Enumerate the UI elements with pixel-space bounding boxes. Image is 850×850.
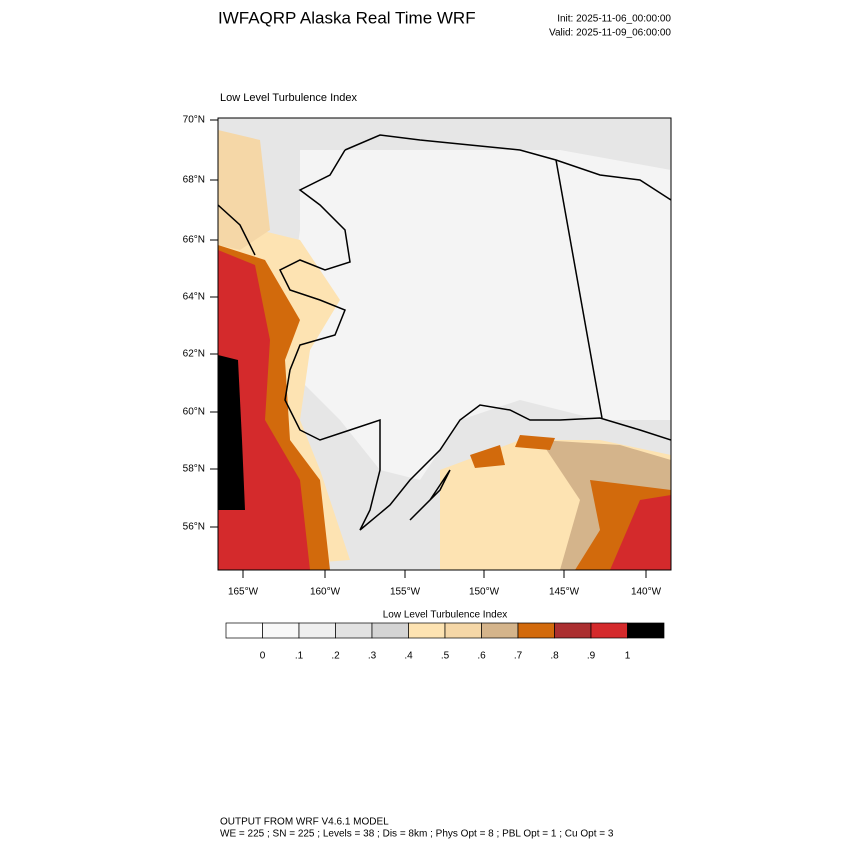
lon-label: 160°W — [310, 587, 341, 598]
colorbar-label: .8 — [550, 651, 559, 662]
valid-time: Valid: 2025-11-09_06:00:00 — [549, 28, 671, 39]
lat-label: 70°N — [183, 115, 205, 126]
colorbar-label: .3 — [368, 651, 377, 662]
lat-label: 68°N — [183, 175, 205, 186]
colorbar-label: .1 — [295, 651, 304, 662]
colorbar-box — [262, 622, 300, 639]
lat-label: 60°N — [183, 407, 205, 418]
colorbar-box — [517, 622, 555, 639]
colorbar-box — [371, 622, 409, 639]
colorbar-label: .5 — [441, 651, 450, 662]
lon-label: 165°W — [228, 587, 259, 598]
colorbar-label: 1 — [625, 651, 631, 662]
colorbar-box — [554, 622, 592, 639]
map-frame — [217, 117, 672, 571]
colorbar-box — [481, 622, 519, 639]
coastlines — [218, 134, 671, 531]
colorbar-box — [627, 622, 665, 639]
map-title: Low Level Turbulence Index — [220, 92, 357, 104]
colorbar-box — [298, 622, 336, 639]
colorbar-label: .4 — [404, 651, 413, 662]
colorbar-box — [335, 622, 373, 639]
lon-label: 140°W — [631, 587, 662, 598]
lat-label: 66°N — [183, 235, 205, 246]
footer-line: WE = 225 ; SN = 225 ; Levels = 38 ; Dis … — [220, 829, 614, 840]
lat-label: 56°N — [183, 522, 205, 533]
lon-label: 145°W — [549, 587, 580, 598]
lat-label: 58°N — [183, 464, 205, 475]
colorbar-label: .6 — [477, 651, 486, 662]
lon-label: 150°W — [469, 587, 500, 598]
colorbar-box — [408, 622, 446, 639]
init-time: Init: 2025-11-06_00:00:00 — [557, 14, 671, 25]
colorbar-title: Low Level Turbulence Index — [383, 610, 508, 621]
colorbar-box — [590, 622, 628, 639]
map-field — [218, 118, 671, 570]
colorbar-label: .9 — [587, 651, 596, 662]
lon-label: 155°W — [390, 587, 421, 598]
colorbar-box — [225, 622, 263, 639]
colorbar-label: .7 — [514, 651, 523, 662]
title: IWFAQRP Alaska Real Time WRF — [218, 8, 476, 27]
colorbar-box — [444, 622, 482, 639]
lat-label: 64°N — [183, 292, 205, 303]
colorbar-label: .2 — [331, 651, 340, 662]
colorbar-label: 0 — [260, 651, 266, 662]
lat-label: 62°N — [183, 349, 205, 360]
footer-line: OUTPUT FROM WRF V4.6.1 MODEL — [220, 817, 389, 828]
